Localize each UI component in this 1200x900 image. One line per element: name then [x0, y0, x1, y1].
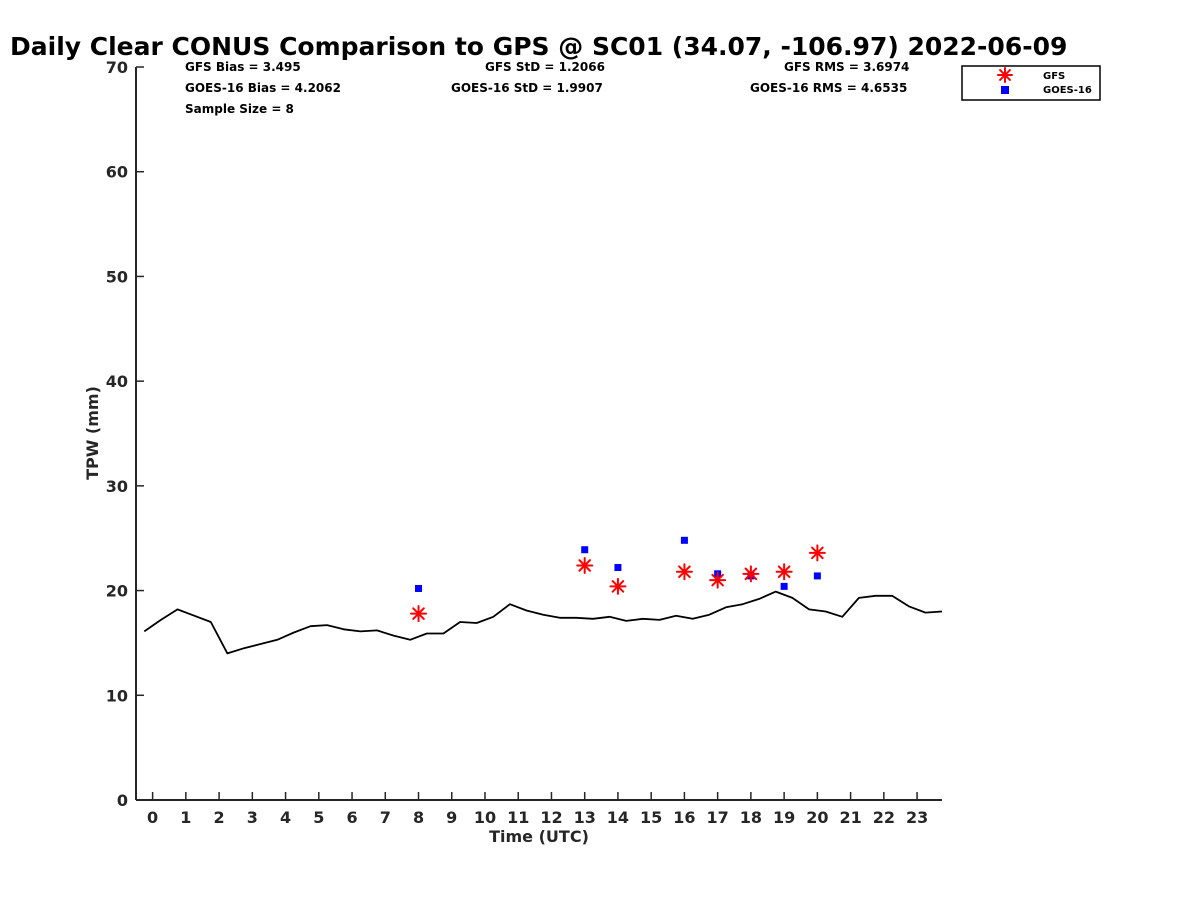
legend-goes-marker	[1001, 86, 1009, 94]
y-tick-label: 50	[106, 267, 128, 286]
plot-area	[143, 536, 943, 655]
axes	[135, 67, 942, 801]
goes-point	[780, 582, 788, 590]
legend-gfs-label: GFS	[1043, 71, 1065, 82]
x-tick-label: 14	[607, 808, 629, 827]
legend-gfs-marker	[997, 67, 1013, 83]
chart-title: Daily Clear CONUS Comparison to GPS @ SC…	[10, 32, 1067, 61]
y-tick-label: 60	[106, 163, 128, 182]
x-tick-label: 8	[413, 808, 424, 827]
sample-size-label: Sample Size = 8	[185, 102, 294, 116]
x-tick-label: 9	[446, 808, 457, 827]
x-axis-label: Time (UTC)	[489, 827, 589, 846]
gfs-point	[742, 565, 760, 583]
goes-rms-label: GOES-16 RMS = 4.6535	[750, 81, 907, 95]
x-tick-label: 10	[474, 808, 496, 827]
gfs-point	[775, 563, 793, 581]
y-ticks: 0 10 20 30 40 50 60 70	[106, 58, 144, 810]
x-tick-label: 19	[773, 808, 795, 827]
y-tick-label: 10	[106, 686, 128, 705]
legend-goes-label: GOES-16	[1043, 85, 1092, 96]
x-tick-label: 4	[280, 808, 291, 827]
goes-point	[415, 584, 423, 592]
x-tick-label: 23	[906, 808, 928, 827]
goes-bias-label: GOES-16 Bias = 4.2062	[185, 81, 341, 95]
gfs-point	[675, 563, 693, 581]
x-tick-label: 11	[507, 808, 529, 827]
gfs-point	[410, 605, 428, 623]
goes-point	[813, 572, 821, 580]
x-ticks: 0 1 2 3 4 5 6 7 8 9 10 11 12 13 14 15 16 17 18 19 20 21 22 23	[147, 792, 928, 827]
y-axis-label: TPW (mm)	[83, 386, 102, 480]
stats-block: GFS Bias = 3.495 GOES-16 Bias = 4.2062 S…	[185, 60, 909, 116]
y-tick-label: 30	[106, 477, 128, 496]
goes-std-label: GOES-16 StD = 1.9907	[451, 81, 603, 95]
legend-box	[961, 65, 1101, 101]
y-tick-label: 40	[106, 372, 128, 391]
y-tick-label: 20	[106, 582, 128, 601]
gfs-std-label: GFS StD = 1.2066	[485, 60, 605, 74]
y-tick-label: 70	[106, 58, 128, 77]
gps-series-line	[143, 590, 943, 655]
x-tick-label: 13	[574, 808, 596, 827]
x-tick-label: 17	[707, 808, 729, 827]
gfs-point	[609, 577, 627, 595]
goes-point	[680, 536, 688, 544]
gfs-bias-label: GFS Bias = 3.495	[185, 60, 301, 74]
x-tick-label: 1	[180, 808, 191, 827]
goes-point	[581, 546, 589, 554]
x-tick-label: 0	[147, 808, 158, 827]
x-tick-label: 5	[313, 808, 324, 827]
x-tick-label: 12	[540, 808, 562, 827]
x-tick-label: 20	[806, 808, 828, 827]
x-tick-label: 2	[214, 808, 225, 827]
x-tick-label: 22	[873, 808, 895, 827]
legend: GFS GOES-16	[961, 65, 1101, 101]
x-tick-label: 3	[247, 808, 258, 827]
x-tick-label: 18	[740, 808, 762, 827]
x-tick-label: 7	[380, 808, 391, 827]
gfs-point	[709, 571, 727, 589]
x-tick-label: 15	[640, 808, 662, 827]
x-tick-label: 21	[839, 808, 861, 827]
gfs-rms-label: GFS RMS = 3.6974	[784, 60, 909, 74]
x-tick-label: 16	[673, 808, 695, 827]
gfs-point	[576, 556, 594, 574]
legend-gfs-asterisk	[997, 67, 1013, 83]
x-tick-label: 6	[346, 808, 357, 827]
gfs-point	[808, 544, 826, 562]
y-tick-label: 0	[117, 791, 128, 810]
goes-point	[614, 564, 622, 572]
